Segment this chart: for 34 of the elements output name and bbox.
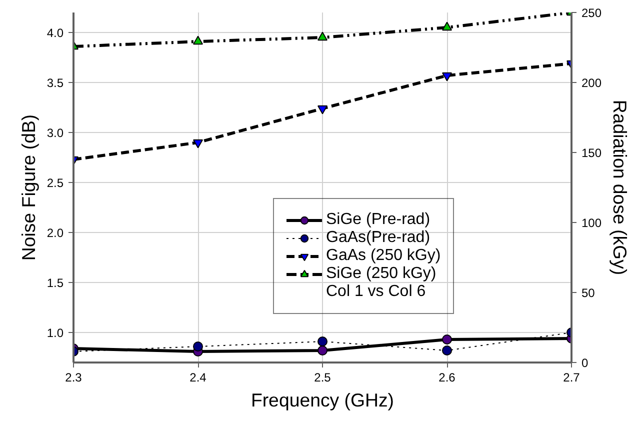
legend-label: GaAs(Pre-rad) — [326, 229, 430, 247]
y-tick-label: 1.0 — [46, 326, 64, 340]
y2-axis-title: Radiation dose (kGy) — [610, 100, 631, 276]
x-tick-label: 2.4 — [190, 370, 207, 384]
y2-tick-label: 250 — [582, 6, 602, 20]
annotation: Col 1 vs Col 6 — [326, 283, 426, 301]
x-tick-label: 2.7 — [563, 370, 580, 384]
y-tick-label: 3.5 — [46, 76, 64, 90]
point — [193, 342, 203, 352]
point — [318, 346, 328, 356]
x-tick-label: 2.3 — [65, 370, 82, 384]
point — [442, 72, 452, 82]
y2-tick-label: 150 — [582, 146, 602, 160]
y-tick-label: 3.0 — [46, 126, 64, 140]
point — [442, 334, 452, 344]
point — [442, 346, 452, 356]
y2-tick-label: 200 — [582, 76, 602, 90]
legend-label: SiGe (250 kGy) — [326, 265, 436, 283]
point — [318, 105, 328, 114]
y-tick-label: 2.5 — [46, 176, 64, 190]
y2-tick-label: 100 — [582, 216, 602, 230]
x-axis-title: Frequency (GHz) — [250, 390, 394, 410]
legend-label: GaAs (250 kGy) — [326, 247, 441, 265]
y-tick-label: 2.0 — [46, 226, 64, 240]
x-tick-label: 2.5 — [314, 370, 332, 384]
y-tick-label: 4.0 — [46, 26, 64, 40]
y-axis-title: Noise Figure (dB) — [18, 114, 39, 261]
x-tick-label: 2.6 — [438, 370, 456, 384]
point — [318, 336, 328, 346]
y2-tick-label: 50 — [582, 286, 596, 300]
y2-tick-label: 0 — [582, 356, 588, 370]
legend-label: SiGe (Pre-rad) — [326, 211, 430, 229]
point — [193, 139, 203, 148]
y-tick-label: 1.5 — [46, 276, 64, 290]
